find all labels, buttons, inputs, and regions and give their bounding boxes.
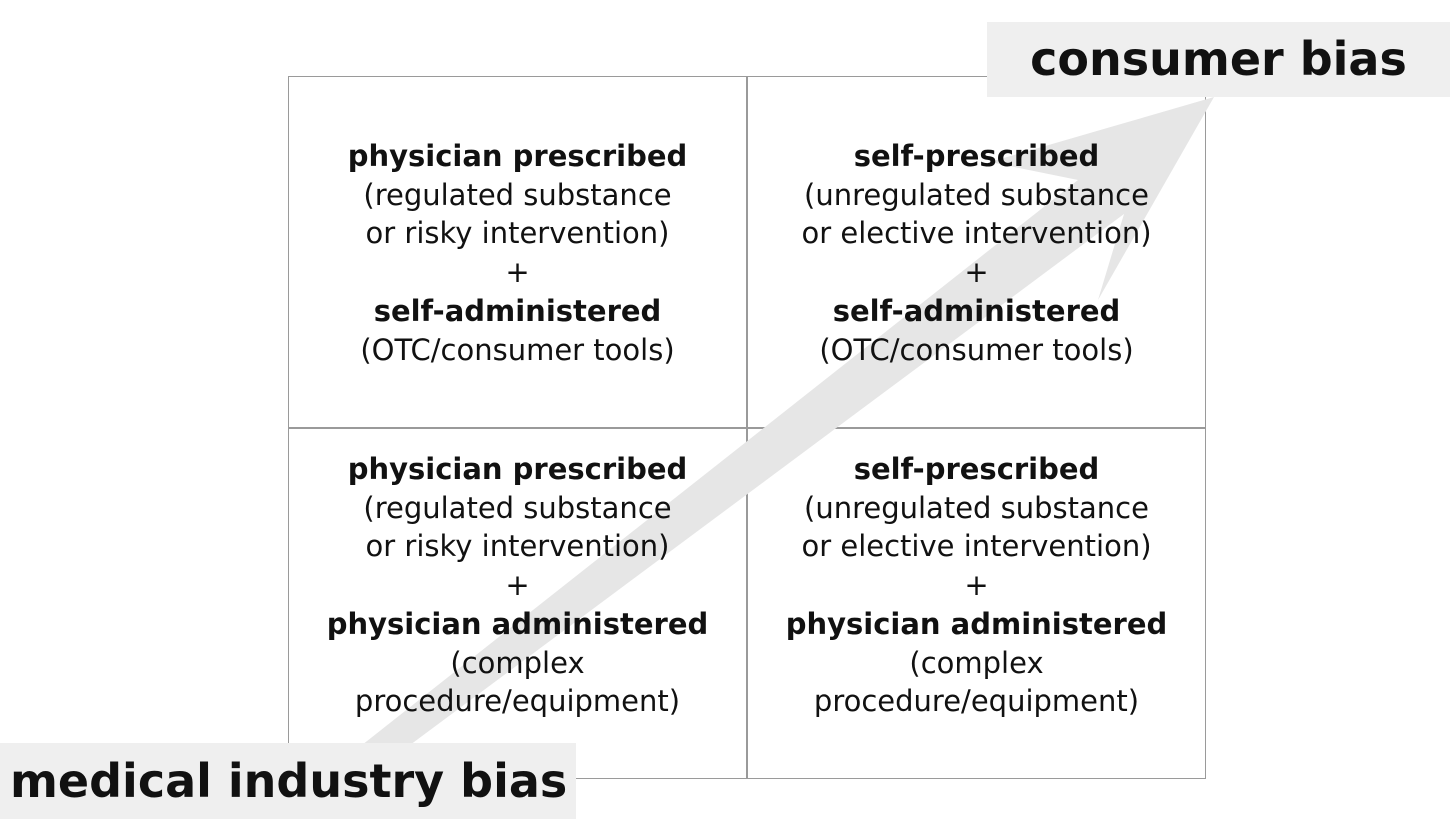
quadrant-top-right: self-prescribed (unregulated substance o… <box>747 137 1206 369</box>
administer-detail: procedure/equipment) <box>813 684 1140 719</box>
prescribe-detail: (unregulated substance <box>804 177 1149 212</box>
prescribe-detail: or elective intervention) <box>801 216 1152 251</box>
administer-heading: physician administered <box>785 606 1168 641</box>
consumer-bias-label: consumer bias <box>987 22 1450 97</box>
prescribe-heading: physician prescribed <box>347 139 688 173</box>
plus-sign: + <box>505 568 530 603</box>
plus-sign: + <box>964 568 989 603</box>
prescribe-heading: self-prescribed <box>853 452 1100 486</box>
bias-arrow-shaft <box>362 97 1214 745</box>
plus-sign: + <box>964 255 989 290</box>
prescribe-detail: or risky intervention) <box>365 529 670 564</box>
administer-detail: (OTC/consumer tools) <box>360 332 675 367</box>
administer-detail: (OTC/consumer tools) <box>819 332 1134 367</box>
quadrant-bottom-right: self-prescribed (unregulated substance o… <box>747 450 1206 721</box>
prescribe-detail: or elective intervention) <box>801 529 1152 564</box>
prescribe-detail: (unregulated substance <box>804 490 1149 525</box>
prescribe-heading: self-prescribed <box>853 139 1100 173</box>
administer-heading: self-administered <box>832 293 1121 328</box>
administer-detail: (complex <box>909 645 1044 680</box>
plus-sign: + <box>505 255 530 290</box>
medical-industry-bias-label: medical industry bias <box>0 743 576 819</box>
prescribe-heading: physician prescribed <box>347 452 688 486</box>
horizontal-divider <box>288 427 1206 429</box>
administer-detail: procedure/equipment) <box>354 684 681 719</box>
prescribe-detail: or risky intervention) <box>365 216 670 251</box>
administer-heading: physician administered <box>326 606 709 641</box>
quadrant-top-left: physician prescribed (regulated substanc… <box>288 137 747 369</box>
administer-detail: (complex <box>450 645 585 680</box>
prescribe-detail: (regulated substance <box>363 177 672 212</box>
quadrant-bottom-left: physician prescribed (regulated substanc… <box>288 450 747 721</box>
prescribe-detail: (regulated substance <box>363 490 672 525</box>
administer-heading: self-administered <box>373 293 662 328</box>
